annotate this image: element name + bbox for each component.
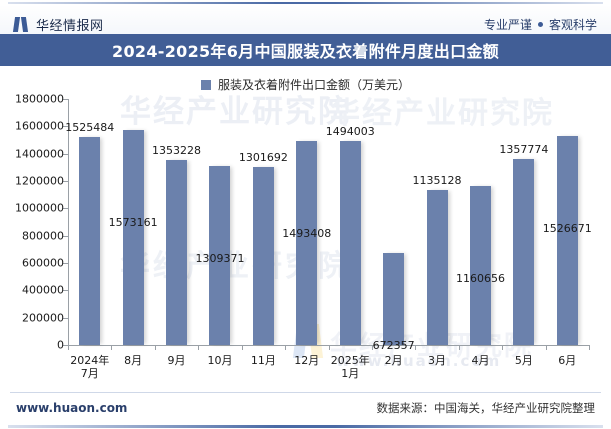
- tagline-right-text: 客观科学: [548, 18, 597, 32]
- footer-site-url[interactable]: www.huaon.com: [16, 401, 128, 415]
- x-axis-tick: [111, 345, 113, 350]
- chart-legend: 服装及衣着附件出口金额（万美元）: [0, 76, 611, 93]
- y-axis-tick: [63, 126, 68, 128]
- x-axis-tick: [545, 345, 547, 350]
- bottom-decorative-rule: [0, 423, 611, 429]
- chart-title-band: 2024-2025年6月中国服装及衣着附件月度出口金额: [0, 34, 611, 66]
- x-axis-tick: [371, 345, 373, 350]
- x-axis-tick: [241, 345, 243, 350]
- y-axis-label: 600000: [22, 256, 64, 270]
- watermark-text-1: 华经产业研究院: [120, 94, 351, 130]
- bar[interactable]: [122, 130, 144, 345]
- y-axis-label: 1400000: [15, 147, 64, 161]
- bar-value-label: 1494003: [325, 124, 375, 138]
- y-axis-tick: [63, 345, 68, 346]
- y-axis-label: 400000: [22, 283, 64, 297]
- y-axis-label: 200000: [22, 311, 64, 325]
- bar[interactable]: [79, 136, 101, 345]
- bar[interactable]: [469, 186, 491, 345]
- tagline-left-text: 专业严谨: [483, 18, 532, 32]
- site-footer: www.huaon.com 数据来源：中国海关，华经产业研究院整理: [0, 393, 611, 423]
- x-axis-label: 5月: [514, 354, 533, 367]
- y-axis-line: [68, 99, 69, 345]
- y-axis-label: 1200000: [15, 174, 64, 188]
- x-axis-tick: [502, 345, 504, 350]
- y-axis-tick: [63, 208, 68, 210]
- bar[interactable]: [209, 166, 231, 345]
- x-axis-tick: [328, 345, 330, 350]
- bar[interactable]: [556, 136, 578, 345]
- bar-value-label: 1357774: [499, 143, 549, 157]
- x-axis-label: 8月: [124, 354, 143, 367]
- y-axis-tick: [63, 99, 68, 100]
- bar-value-label: 1160656: [455, 272, 505, 286]
- brand-block: 华经情报网: [12, 10, 104, 39]
- top-decorative-rule: [0, 0, 611, 5]
- bar[interactable]: [166, 160, 188, 345]
- x-axis-tick: [198, 345, 200, 350]
- bar-value-label: 1309371: [195, 252, 245, 266]
- x-axis-label: 2025年 1月: [330, 354, 370, 380]
- x-axis-label: 10月: [207, 354, 233, 367]
- header-tagline: 专业严谨 客观科学: [484, 10, 597, 39]
- x-axis-tick: [458, 345, 460, 350]
- y-axis-label: 0: [57, 338, 64, 352]
- bar-value-label: 1573161: [108, 216, 158, 229]
- x-axis-label: 2024年 7月: [70, 354, 110, 380]
- bar[interactable]: [513, 159, 535, 345]
- x-axis-label: 2月: [384, 354, 403, 367]
- x-axis-tick: [589, 345, 590, 350]
- x-axis-label: 3月: [428, 354, 447, 367]
- x-axis-tick: [285, 345, 287, 350]
- y-axis-label: 1000000: [15, 201, 64, 215]
- bar-value-label: 1135128: [412, 173, 462, 187]
- bar-value-label: 1353228: [152, 144, 202, 158]
- bar[interactable]: [339, 140, 361, 345]
- y-axis-label: 800000: [22, 229, 64, 243]
- bar[interactable]: [296, 140, 318, 345]
- y-axis-tick: [63, 263, 68, 264]
- x-axis-tick: [154, 345, 156, 350]
- bar[interactable]: [426, 189, 448, 345]
- bar[interactable]: [252, 167, 274, 345]
- bar-value-label: 1526671: [542, 222, 592, 236]
- bar-value-label: 672357: [372, 339, 415, 353]
- x-axis-tick: [415, 345, 417, 350]
- y-axis-label: 1600000: [15, 119, 64, 133]
- y-axis-tick: [63, 317, 68, 319]
- x-axis-tick: [68, 345, 69, 350]
- bar-value-label: 1493408: [282, 226, 332, 240]
- y-axis-label: 1800000: [15, 92, 64, 106]
- bar-value-label: 1525484: [65, 120, 115, 134]
- page-title: 2024-2025年6月中国服装及衣着附件月度出口金额: [112, 42, 499, 61]
- x-axis-label: 4月: [471, 354, 490, 367]
- huaon-logo-icon: [12, 17, 29, 32]
- legend-swatch-icon: [200, 79, 211, 90]
- x-axis-label: 12月: [294, 354, 320, 367]
- bar-value-label: 1301692: [238, 151, 288, 165]
- y-axis-tick: [63, 290, 68, 292]
- y-axis-tick: [63, 235, 68, 237]
- x-axis-label: 6月: [558, 354, 577, 367]
- x-axis-label: 11月: [250, 354, 276, 367]
- legend-label: 服装及衣着附件出口金额（万美元）: [217, 78, 410, 92]
- site-header: 华经情报网 专业严谨 客观科学: [0, 5, 611, 34]
- watermark-text-2: 华经产业研究院: [330, 96, 554, 131]
- brand-name: 华经情报网: [36, 19, 104, 34]
- bar[interactable]: [383, 253, 405, 345]
- x-axis-label: 9月: [167, 354, 186, 367]
- watermark-url: www.huaon.com: [336, 352, 502, 370]
- chart-area: 华经产业研究院 华经产业研究院 华经产业研究院 华经产业研究院 www.huao…: [0, 66, 611, 389]
- y-axis-tick: [63, 181, 68, 182]
- footer-source-note: 数据来源：中国海关，华经产业研究院整理: [376, 401, 596, 415]
- bullet-dot-icon: [537, 22, 543, 27]
- footer-divider: [10, 392, 601, 393]
- y-axis-tick: [63, 153, 68, 155]
